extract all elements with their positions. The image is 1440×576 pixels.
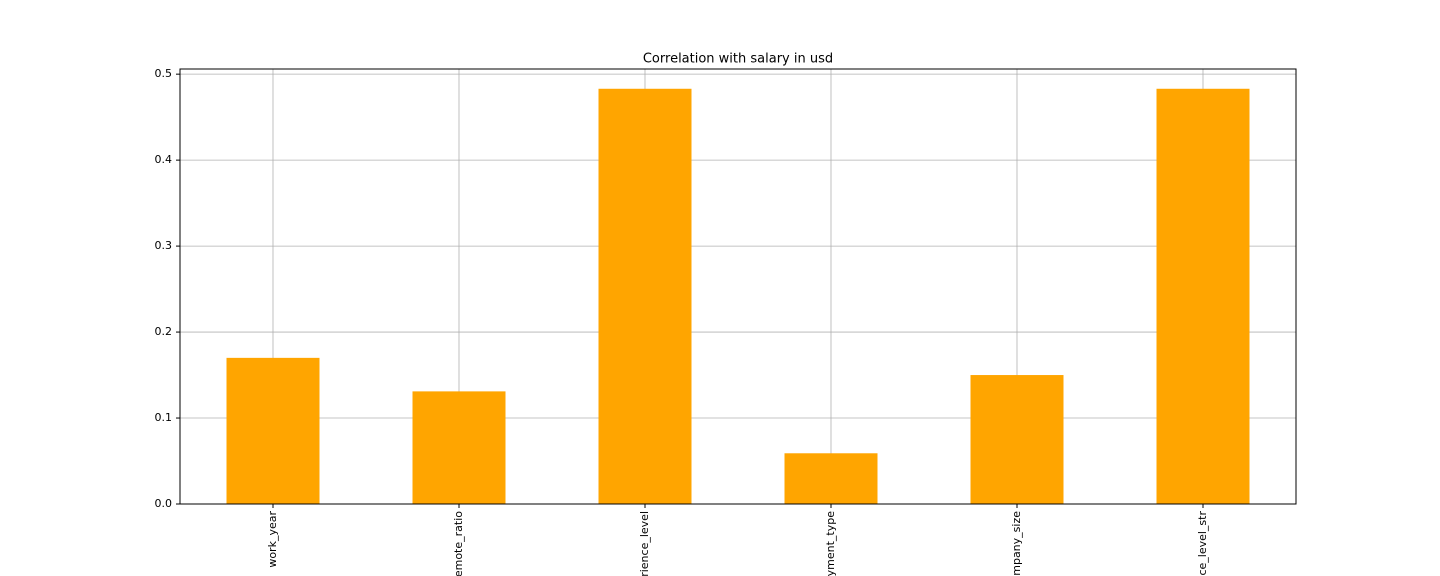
y-tick-label: 0.2 — [155, 325, 173, 338]
bar — [226, 357, 320, 504]
y-tick-label: 0.4 — [155, 153, 173, 166]
y-tick-label: 0.3 — [155, 239, 173, 252]
bar — [784, 453, 878, 504]
bar — [412, 391, 506, 504]
x-tick-label: nce_level_str — [1196, 511, 1209, 576]
bar — [1156, 88, 1250, 504]
y-tick-label: 0.1 — [155, 411, 173, 424]
chart-title: Correlation with salary in usd — [643, 52, 833, 67]
x-tick-label: erience_level — [638, 511, 651, 576]
y-tick-label: 0.5 — [155, 67, 173, 80]
bar — [598, 88, 692, 504]
y-tick-label: 0.0 — [155, 497, 173, 510]
x-tick-label: work_year — [266, 511, 279, 568]
x-tick-label: remote_ratio — [452, 511, 465, 576]
bar — [970, 375, 1064, 504]
x-tick-label: ompany_size — [1010, 511, 1023, 576]
x-tick-label: oyment_type — [824, 511, 837, 576]
plot-frame — [179, 68, 1297, 505]
